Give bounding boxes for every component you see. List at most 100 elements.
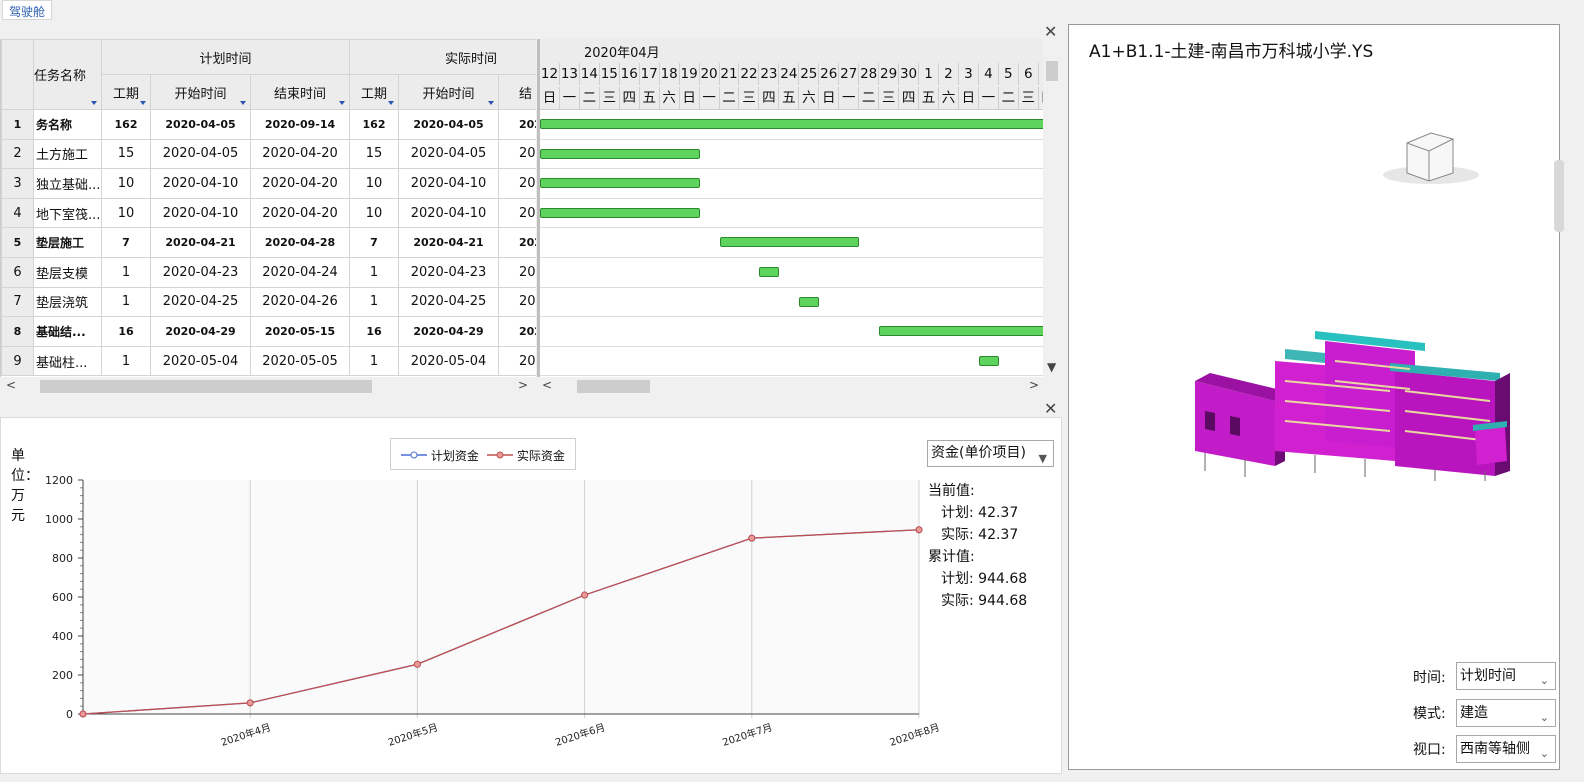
row-number[interactable]: 1 [1, 109, 34, 140]
actual-end-header[interactable]: 结 [497, 74, 536, 110]
duration-cell[interactable]: 1 [101, 256, 151, 288]
start-cell[interactable]: 2020-04-10 [150, 168, 251, 199]
gantt-horizontal-scrollbar[interactable]: < > [537, 377, 1043, 395]
task-name-cell[interactable]: 垫层支模 [33, 256, 102, 288]
actual-duration-header[interactable]: 工期 [349, 74, 399, 110]
mode-select[interactable]: 建造 ⌄ [1456, 699, 1556, 727]
task-name-cell[interactable]: 务名称 [33, 109, 102, 140]
actual-end-cell[interactable]: 202 [497, 227, 536, 258]
end-cell[interactable]: 2020-05-05 [250, 345, 350, 377]
actual-start-cell[interactable]: 2020-04-23 [398, 256, 499, 288]
start-cell[interactable]: 2020-04-23 [150, 256, 251, 288]
actual-start-cell[interactable]: 2020-04-21 [398, 227, 499, 258]
actual-duration-cell[interactable]: 7 [349, 227, 399, 258]
actual-end-cell[interactable]: 202 [497, 256, 536, 288]
end-cell[interactable]: 2020-04-20 [250, 197, 350, 229]
end-cell[interactable]: 2020-04-28 [250, 227, 350, 258]
duration-cell[interactable]: 7 [101, 227, 151, 258]
scrollbar-thumb[interactable] [40, 380, 372, 393]
scrollbar-thumb[interactable] [1046, 61, 1058, 81]
task-name-cell[interactable]: 土方施工 [33, 138, 102, 170]
start-cell[interactable]: 2020-04-05 [150, 138, 251, 170]
actual-start-header[interactable]: 开始时间 [398, 74, 499, 110]
filter-icon[interactable] [240, 101, 246, 105]
actual-end-cell[interactable]: 202 [497, 109, 536, 140]
actual-start-cell[interactable]: 2020-04-05 [398, 138, 499, 170]
task-name-cell[interactable]: 基础结... [33, 316, 102, 347]
tab-cockpit[interactable]: 驾驶舱 [2, 0, 53, 20]
model-viewer[interactable]: A1+B1.1-土建-南昌市万科城小学.YS 时间: [1068, 24, 1560, 770]
gantt-bar[interactable] [719, 237, 860, 248]
gantt-bar[interactable] [879, 326, 1043, 337]
row-number[interactable]: 4 [1, 197, 34, 229]
funds-type-select[interactable]: 资金(单价项目) ▼ [927, 440, 1054, 467]
gantt-bar[interactable] [759, 267, 780, 277]
filter-icon[interactable] [91, 101, 97, 105]
end-cell[interactable]: 2020-04-20 [250, 138, 350, 170]
gantt-bar[interactable] [540, 178, 700, 189]
close-chart-icon[interactable]: ✕ [1044, 399, 1058, 418]
gantt-bar[interactable] [540, 207, 700, 218]
row-number[interactable]: 8 [1, 316, 34, 347]
grid-horizontal-scrollbar[interactable]: < > [0, 377, 536, 395]
time-select[interactable]: 计划时间 ⌄ [1456, 662, 1556, 690]
actual-start-cell[interactable]: 2020-04-29 [398, 316, 499, 347]
gantt-bar[interactable] [978, 355, 999, 366]
duration-cell[interactable]: 162 [101, 109, 151, 140]
actual-start-cell[interactable]: 2020-04-10 [398, 197, 499, 229]
start-cell[interactable]: 2020-05-04 [150, 345, 251, 377]
task-name-header[interactable]: 任务名称 [33, 39, 102, 110]
start-cell[interactable]: 2020-04-05 [150, 109, 251, 140]
duration-header[interactable]: 工期 [101, 74, 151, 110]
close-schedule-icon[interactable]: ✕ [1044, 22, 1058, 41]
row-number[interactable]: 9 [1, 345, 34, 377]
row-number[interactable]: 6 [1, 256, 34, 288]
table-row[interactable]: 9 基础柱... 1 2020-05-04 2020-05-05 1 2020-05-04… [1, 345, 536, 377]
actual-end-cell[interactable]: 202 [497, 197, 536, 229]
actual-start-cell[interactable]: 2020-04-10 [398, 168, 499, 199]
gantt-bar[interactable] [540, 148, 700, 159]
scroll-down-arrow-icon[interactable]: ▼ [1047, 360, 1057, 374]
actual-end-cell[interactable]: 202 [497, 316, 536, 347]
table-row[interactable]: 3 独立基础... 10 2020-04-10 2020-04-20 10 2020-04-… [1, 168, 536, 199]
start-header[interactable]: 开始时间 [150, 74, 251, 110]
actual-duration-cell[interactable]: 10 [349, 168, 399, 199]
task-name-cell[interactable]: 独立基础... [33, 168, 102, 199]
actual-duration-cell[interactable]: 1 [349, 286, 399, 318]
actual-end-cell[interactable]: 202 [497, 168, 536, 199]
row-number[interactable]: 5 [1, 227, 34, 258]
filter-icon[interactable] [488, 101, 494, 105]
start-cell[interactable]: 2020-04-29 [150, 316, 251, 347]
actual-duration-cell[interactable]: 1 [349, 345, 399, 377]
table-row[interactable]: 4 地下室筏... 10 2020-04-10 2020-04-20 10 2020-04-… [1, 197, 536, 229]
scrollbar-thumb[interactable] [577, 380, 650, 393]
start-cell[interactable]: 2020-04-21 [150, 227, 251, 258]
actual-duration-cell[interactable]: 1 [349, 256, 399, 288]
view-select[interactable]: 西南等轴侧 ⌄ [1456, 735, 1556, 763]
end-cell[interactable]: 2020-04-24 [250, 256, 350, 288]
grid-vertical-scrollbar[interactable] [1043, 58, 1061, 376]
end-cell[interactable]: 2020-04-20 [250, 168, 350, 199]
scroll-left-arrow-icon[interactable]: < [6, 378, 17, 392]
legend-actual[interactable]: 实际资金 [487, 447, 565, 464]
table-row[interactable]: 7 垫层浇筑 1 2020-04-25 2020-04-26 1 2020-04-25 20… [1, 286, 536, 318]
viewer-scroll-handle[interactable] [1554, 160, 1564, 232]
duration-cell[interactable]: 15 [101, 138, 151, 170]
actual-end-cell[interactable]: 202 [497, 138, 536, 170]
actual-end-cell[interactable]: 202 [497, 286, 536, 318]
end-cell[interactable]: 2020-05-15 [250, 316, 350, 347]
start-cell[interactable]: 2020-04-25 [150, 286, 251, 318]
scroll-left-arrow-icon[interactable]: < [542, 378, 553, 392]
legend-plan[interactable]: 计划资金 [401, 447, 479, 464]
duration-cell[interactable]: 10 [101, 197, 151, 229]
table-row[interactable]: 2 土方施工 15 2020-04-05 2020-04-20 15 2020-04-05 2… [1, 138, 536, 170]
scroll-right-arrow-icon[interactable]: > [518, 378, 529, 392]
task-name-cell[interactable]: 地下室筏... [33, 197, 102, 229]
actual-duration-cell[interactable]: 162 [349, 109, 399, 140]
row-number[interactable]: 3 [1, 168, 34, 199]
actual-duration-cell[interactable]: 10 [349, 197, 399, 229]
row-number[interactable]: 2 [1, 138, 34, 170]
end-cell[interactable]: 2020-04-26 [250, 286, 350, 318]
actual-start-cell[interactable]: 2020-05-04 [398, 345, 499, 377]
duration-cell[interactable]: 10 [101, 168, 151, 199]
